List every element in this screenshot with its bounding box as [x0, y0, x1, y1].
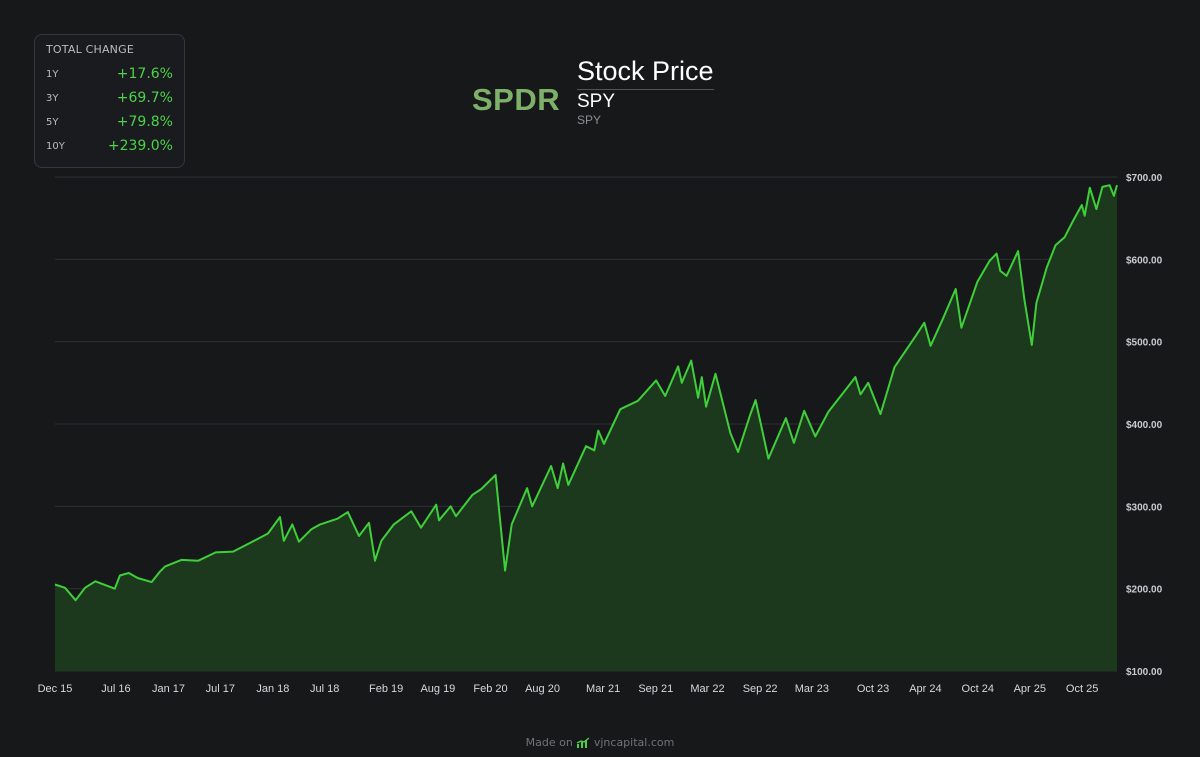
- x-tick-label: Jul 17: [206, 683, 235, 695]
- x-tick-label: Oct 25: [1066, 683, 1098, 695]
- total-change-title: TOTAL CHANGE: [46, 43, 134, 56]
- footer: Made on vjncapital.com: [0, 736, 1200, 749]
- total-change-value: +69.7%: [116, 90, 173, 106]
- total-change-label: 1Y: [46, 68, 59, 80]
- vjn-chart-icon: [577, 737, 590, 748]
- total-change-value: +79.8%: [116, 114, 173, 130]
- x-tick-label: Aug 19: [420, 683, 455, 695]
- y-tick-label: $100.00: [1126, 667, 1163, 678]
- total-change-row-5y: 5Y +79.8%: [46, 110, 173, 134]
- x-tick-label: Jan 17: [152, 683, 185, 695]
- x-tick-label: Mar 21: [586, 683, 620, 695]
- y-tick-label: $500.00: [1126, 338, 1163, 349]
- x-tick-label: Jul 16: [101, 683, 130, 695]
- total-change-label: 3Y: [46, 92, 59, 104]
- total-change-label: 5Y: [46, 116, 59, 128]
- x-tick-label: Jan 18: [256, 683, 289, 695]
- x-tick-label: Oct 24: [962, 683, 994, 695]
- ticker-symbol: SPY: [577, 91, 616, 112]
- y-tick-label: $400.00: [1126, 420, 1163, 431]
- x-tick-label: Apr 24: [909, 683, 941, 695]
- chart-title: Stock Price: [577, 56, 714, 90]
- x-tick-label: Sep 21: [638, 683, 673, 695]
- x-tick-label: Feb 20: [473, 683, 507, 695]
- ticker-subtitle: SPY: [577, 113, 602, 127]
- price-area: [55, 185, 1117, 671]
- x-tick-label: Jul 18: [310, 683, 339, 695]
- footer-made-on: Made on: [525, 736, 573, 749]
- spdr-logo: SPDR: [472, 82, 561, 117]
- total-change-label: 10Y: [46, 140, 65, 152]
- y-tick-label: $300.00: [1126, 502, 1163, 513]
- total-change-panel: TOTAL CHANGE 1Y +17.6% 3Y +69.7% 5Y +79.…: [34, 34, 185, 168]
- y-tick-label: $600.00: [1126, 255, 1163, 266]
- y-tick-label: $700.00: [1126, 173, 1163, 184]
- y-tick-label: $200.00: [1126, 585, 1163, 596]
- x-tick-label: Aug 20: [525, 683, 560, 695]
- total-change-value: +239.0%: [107, 138, 173, 154]
- total-change-row-1y: 1Y +17.6%: [46, 62, 173, 86]
- total-change-row-10y: 10Y +239.0%: [46, 134, 173, 158]
- total-change-value: +17.6%: [116, 66, 173, 82]
- chart-header: Stock Price SPY SPY: [577, 56, 714, 127]
- price-line: [54, 184, 1118, 602]
- x-tick-label: Mar 23: [795, 683, 829, 695]
- x-tick-label: Mar 22: [690, 683, 724, 695]
- x-tick-label: Oct 23: [857, 683, 889, 695]
- x-tick-label: Sep 22: [743, 683, 778, 695]
- x-tick-label: Apr 25: [1014, 683, 1046, 695]
- x-tick-label: Feb 19: [369, 683, 403, 695]
- footer-site-link[interactable]: vjncapital.com: [593, 736, 675, 749]
- x-tick-label: Dec 15: [38, 683, 73, 695]
- total-change-row-3y: 3Y +69.7%: [46, 86, 173, 110]
